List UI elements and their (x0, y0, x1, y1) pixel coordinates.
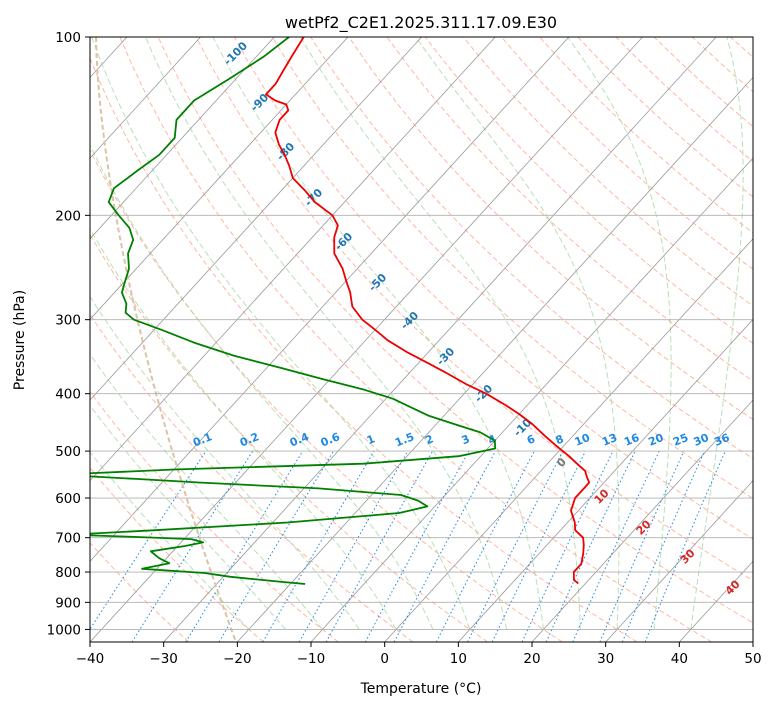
mixing-ratio-label: 30 (692, 431, 711, 449)
isotherm-line (90, 37, 201, 159)
isotherm-line (237, 76, 753, 642)
y-tick-label: 400 (55, 387, 81, 403)
dry-adiabat (272, 37, 753, 500)
y-tick-label: 300 (55, 313, 81, 329)
mixing-ratio-line (325, 450, 434, 642)
moist-adiabat (299, 37, 581, 630)
y-tick-label: 1000 (47, 622, 81, 638)
mixing-ratio-line (599, 450, 685, 642)
x-tick-label: 30 (597, 651, 614, 667)
moist-adiabat (91, 37, 471, 630)
mixing-ratio-line (131, 450, 254, 642)
dry-adiabat (90, 313, 414, 642)
x-tick-label: 10 (450, 651, 467, 667)
isotherm-line (531, 399, 753, 642)
y-tick-label: 600 (55, 491, 81, 507)
mixing-ratio-label: 3 (460, 432, 472, 447)
y-tick-label: 200 (55, 208, 81, 224)
y-tick-label: 800 (55, 565, 81, 581)
dry-adiabat (119, 37, 712, 642)
y-axis-ticks: 100 200 300 400 500 600 700 800 900 1000 (47, 30, 90, 638)
dry-adiabat (90, 148, 563, 642)
dry-adiabat (157, 37, 753, 624)
x-tick-label: 0 (380, 651, 389, 667)
mixing-ratio-label: 25 (671, 431, 690, 449)
mixing-ratio-line (572, 450, 660, 642)
moist-adiabat (90, 451, 250, 630)
isotherm-line (90, 37, 570, 562)
mixing-ratio-label: 1 (365, 432, 377, 447)
moist-adiabat (690, 37, 744, 630)
y-tick-label: 500 (55, 444, 81, 460)
x-tick-label: −40 (76, 651, 105, 667)
x-tick-label: −20 (223, 651, 252, 667)
mixing-ratio-label: 20 (646, 431, 665, 449)
isotherm-line (752, 641, 753, 642)
mixing-ratio-label: 16 (622, 431, 641, 449)
isotherm-line (605, 480, 753, 642)
mixing-ratio-label: 36 (712, 431, 731, 449)
x-tick-label: 20 (523, 651, 540, 667)
isotherm-line (90, 37, 422, 401)
isotherm-line (384, 238, 753, 642)
dry-adiabat (424, 37, 753, 344)
moist-adiabat (145, 37, 508, 630)
isotherm-line (310, 157, 753, 642)
x-axis-ticks: −40 −30 −20 −10 0 10 20 30 40 50 (76, 642, 762, 667)
mixing-ratio-line (364, 450, 470, 642)
x-tick-label: 40 (671, 651, 688, 667)
mixing-ratio-line (467, 450, 564, 642)
dry-adiabat (90, 56, 638, 642)
mixing-ratio-line (185, 450, 304, 642)
isotherm-line (90, 37, 349, 320)
mixing-ratio-line (90, 450, 207, 631)
dry-adiabat (310, 37, 753, 460)
mixing-ratio-label: 2 (423, 432, 435, 447)
isotherm-line (458, 318, 753, 642)
mixing-ratio-line (644, 450, 726, 642)
moist-adiabat (212, 37, 544, 630)
y-axis-label: Pressure (hPa) (12, 290, 28, 390)
mixing-ratio-line (491, 450, 587, 642)
dewpoint-profile-line (90, 37, 496, 585)
isotherm-line (90, 37, 275, 240)
dry-adiabat (769, 37, 775, 642)
mixing-ratio-label: 10 (573, 431, 592, 449)
x-tick-label: −30 (149, 651, 178, 667)
temperature-profile-line (265, 37, 591, 585)
moist-adiabat (90, 295, 360, 630)
y-tick-label: 900 (55, 595, 81, 611)
moist-adiabat (415, 37, 620, 630)
moist-adiabat (90, 143, 434, 630)
moist-adiabat (567, 37, 672, 630)
series-lines (90, 37, 591, 585)
x-tick-label: −10 (297, 651, 326, 667)
dry-adiabat (386, 37, 753, 382)
isotherm-line (90, 37, 643, 642)
moist-adiabat (90, 404, 286, 630)
y-tick-label: 100 (55, 30, 81, 46)
plot-frame (89, 36, 754, 643)
moist-adiabat (90, 227, 397, 630)
isotherm-line (163, 37, 717, 642)
isotherm-line (90, 37, 496, 482)
mixing-ratio-label: 8 (554, 432, 566, 447)
mixing-ratio-line (621, 450, 705, 642)
plot-background (90, 37, 753, 642)
y-tick-label: 700 (55, 531, 81, 547)
chart-title: wetPf2_C2E1.2025.311.17.09.E30 (285, 13, 557, 33)
moist-adiabat (90, 353, 323, 630)
dry-adiabat (195, 37, 753, 582)
x-tick-label: 50 (744, 651, 761, 667)
mixing-ratio-line (393, 450, 496, 642)
x-axis-label: Temperature (°C) (360, 681, 482, 697)
mixing-ratio-label: 13 (600, 431, 619, 449)
background-lines (90, 37, 775, 642)
